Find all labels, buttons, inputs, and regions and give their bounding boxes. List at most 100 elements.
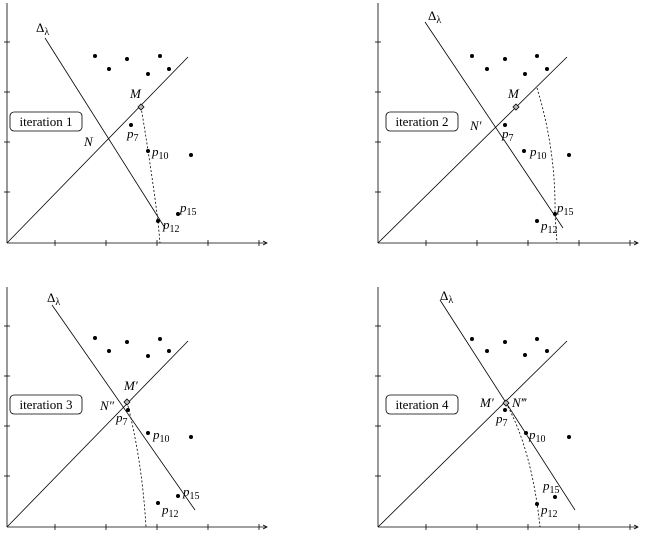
point: [125, 340, 129, 344]
point: [553, 495, 557, 499]
point: [107, 67, 111, 71]
dashed-arc: [140, 106, 161, 244]
point: [129, 123, 133, 127]
point-label: p12: [540, 218, 558, 236]
point: [146, 354, 150, 358]
delta-subscript: λ: [55, 297, 60, 308]
point-index: 12: [548, 225, 558, 236]
point-label: p7: [115, 410, 128, 428]
point-label: p15: [182, 484, 200, 502]
point: [146, 72, 150, 76]
point: [567, 153, 571, 157]
point-label: p15: [179, 200, 197, 218]
point-index: 12: [170, 224, 180, 235]
point-label: p10: [528, 427, 546, 445]
delta-subscript: λ: [436, 15, 441, 26]
point-label: M: [129, 86, 142, 101]
point-name: p: [126, 126, 134, 141]
point-index: 15: [550, 485, 560, 496]
point: [107, 349, 111, 353]
iteration-box: [385, 111, 459, 132]
point-name: p: [528, 427, 536, 442]
point: [93, 54, 97, 58]
delta-line: [424, 21, 564, 229]
point-label: p10: [152, 427, 170, 445]
point-index: 10: [537, 151, 547, 162]
diagonal-line: [6, 340, 189, 528]
iteration-label: iteration 1: [19, 114, 72, 129]
point-label: p12: [162, 217, 180, 235]
point-label: M′: [123, 378, 138, 393]
point-index: 10: [160, 434, 170, 445]
point-name: p: [542, 478, 550, 493]
x-arrow: [633, 524, 639, 530]
point-index: 12: [548, 509, 558, 520]
delta-label: Δλ: [428, 8, 441, 26]
point-label: p12: [540, 502, 558, 520]
point: [189, 435, 193, 439]
diamond-marker: [123, 398, 131, 406]
point: [503, 340, 507, 344]
point: [189, 153, 193, 157]
point: [93, 336, 97, 340]
point: [523, 72, 527, 76]
point: [524, 431, 528, 435]
point: [535, 337, 539, 341]
point: [522, 149, 526, 153]
point-label: N′: [469, 118, 482, 133]
point-index: 12: [169, 509, 179, 520]
delta-symbol: Δ: [36, 20, 44, 35]
dashed-arc: [126, 401, 147, 528]
point-index: 7: [134, 133, 139, 144]
point-label: N‴: [511, 395, 528, 410]
point: [470, 54, 474, 58]
point: [503, 123, 507, 127]
point: [485, 67, 489, 71]
point-name: p: [501, 126, 509, 141]
point-index: 10: [159, 151, 169, 162]
point: [156, 219, 160, 223]
delta-subscript: λ: [448, 295, 453, 306]
dashed-arc: [505, 402, 541, 528]
delta-label: Δλ: [47, 290, 60, 308]
diamond-marker: [502, 399, 510, 407]
point: [176, 212, 180, 216]
point-name: p: [540, 502, 548, 517]
point: [125, 57, 129, 61]
point: [545, 67, 549, 71]
point: [523, 353, 527, 357]
point: [535, 502, 539, 506]
point-name: p: [556, 200, 564, 215]
point: [146, 431, 150, 435]
delta-symbol: Δ: [440, 288, 448, 303]
point: [167, 67, 171, 71]
iteration-box: [9, 111, 83, 132]
point: [545, 349, 549, 353]
point: [503, 408, 507, 412]
point-name: p: [162, 217, 170, 232]
point: [126, 408, 130, 412]
x-arrow: [262, 524, 268, 530]
point-label: N: [83, 134, 94, 149]
iteration-label: iteration 4: [395, 397, 449, 412]
point-label: M′: [479, 395, 494, 410]
point-label: p10: [151, 144, 169, 162]
point-label: p15: [556, 200, 574, 218]
point-label: p7: [126, 126, 139, 144]
diamond-marker: [512, 103, 520, 111]
delta-subscript: λ: [44, 27, 49, 38]
point: [535, 219, 539, 223]
iteration-label: iteration 3: [19, 397, 72, 412]
point-index: 15: [190, 491, 200, 502]
point-name: p: [151, 144, 159, 159]
point-label: p10: [529, 144, 547, 162]
point: [176, 494, 180, 498]
delta-label: Δλ: [36, 20, 49, 38]
point-label: p12: [161, 502, 179, 520]
iteration-box: [9, 394, 83, 415]
point: [503, 57, 507, 61]
